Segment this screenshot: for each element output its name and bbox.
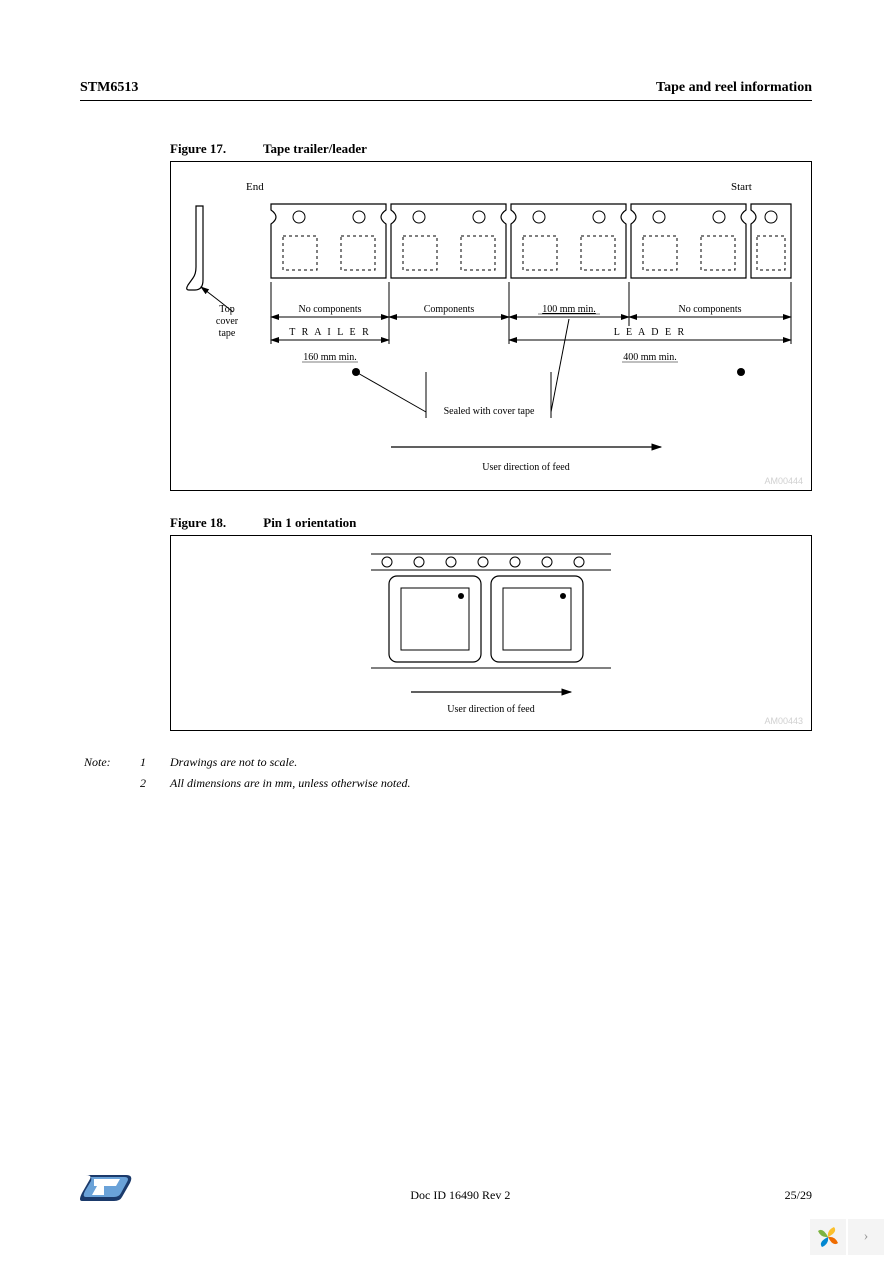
- svg-text:Components: Components: [424, 304, 475, 315]
- chevron-right-icon: ›: [864, 1229, 869, 1245]
- note-2-text: All dimensions are in mm, unless otherwi…: [170, 776, 812, 791]
- fig18-amcode: AM00443: [764, 716, 803, 726]
- note-1-text: Drawings are not to scale.: [170, 755, 812, 770]
- nav-widget: ›: [808, 1219, 884, 1255]
- page-footer: Doc ID 16490 Rev 2 25/29: [80, 1169, 812, 1203]
- figure18-num: Figure 18.: [170, 515, 260, 531]
- note-label: Note:: [80, 755, 140, 770]
- svg-text:User direction of feed: User direction of feed: [482, 462, 569, 473]
- fig17-tape: [271, 204, 791, 278]
- header-left: STM6513: [80, 80, 138, 96]
- footer-page: 25/29: [785, 1188, 812, 1203]
- fig17-tct3: tape: [219, 328, 236, 339]
- nav-flower-icon[interactable]: [810, 1219, 846, 1255]
- figure18-svg: User direction of feed: [171, 536, 811, 730]
- figure18-caption: Figure 18. Pin 1 orientation: [170, 515, 812, 531]
- fig17-tct1: Top: [219, 304, 234, 315]
- figure18-box: User direction of feed AM00443: [170, 535, 812, 731]
- svg-text:400 mm min.: 400 mm min.: [623, 352, 677, 363]
- svg-text:100 mm min.: 100 mm min.: [542, 304, 596, 315]
- fig17-amcode: AM00444: [764, 476, 803, 486]
- svg-text:User direction of feed: User direction of feed: [447, 704, 534, 715]
- notes: Note: 1 Drawings are not to scale. 2 All…: [80, 755, 812, 791]
- footer-docid: Doc ID 16490 Rev 2: [136, 1188, 785, 1203]
- svg-text:L E A D E R: L E A D E R: [614, 327, 686, 338]
- fig17-dim-row2: T R A I L E R L E A D E R 160 mm min. 40…: [271, 327, 791, 363]
- page: STM6513 Tape and reel information Figure…: [0, 0, 892, 1263]
- figure17-svg: End Start: [171, 162, 811, 490]
- header-right: Tape and reel information: [656, 80, 812, 96]
- figure17-box: End Start: [170, 161, 812, 491]
- fig17-fold-shape: [187, 206, 203, 290]
- fig17-end-label: End: [246, 181, 264, 193]
- svg-text:No components: No components: [678, 304, 741, 315]
- svg-text:160 mm min.: 160 mm min.: [303, 352, 357, 363]
- fig17-tct2: cover: [216, 316, 239, 327]
- st-logo-icon: [80, 1169, 136, 1203]
- nav-next-button[interactable]: ›: [848, 1219, 884, 1255]
- figure18-title: Pin 1 orientation: [263, 515, 356, 530]
- svg-text:T R A I L E R: T R A I L E R: [289, 327, 371, 338]
- figure17-num: Figure 17.: [170, 141, 260, 157]
- fig17-start-label: Start: [731, 181, 752, 193]
- figure17-caption: Figure 17. Tape trailer/leader: [170, 141, 812, 157]
- svg-text:No components: No components: [298, 304, 361, 315]
- note-1-num: 1: [140, 755, 170, 770]
- note-2-num: 2: [140, 776, 170, 791]
- svg-text:Sealed with cover tape: Sealed with cover tape: [444, 406, 535, 417]
- figure17-title: Tape trailer/leader: [263, 141, 367, 156]
- page-header: STM6513 Tape and reel information: [80, 80, 812, 101]
